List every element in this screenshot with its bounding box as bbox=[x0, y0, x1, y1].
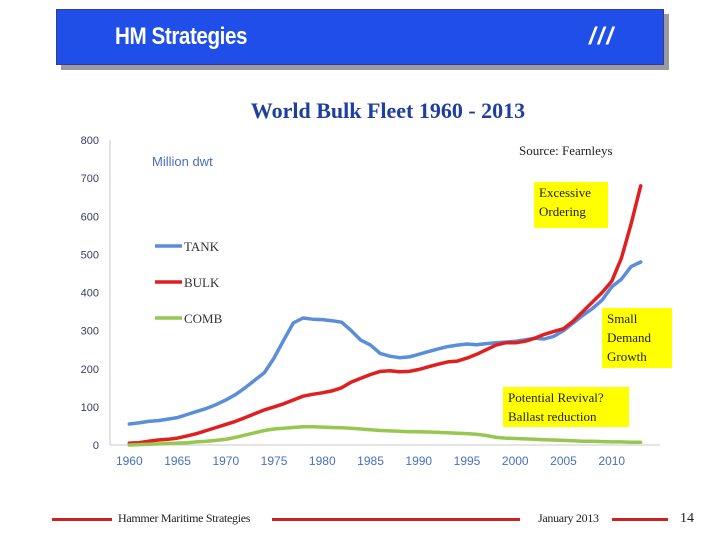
x-tick-label: 2005 bbox=[550, 454, 577, 468]
y-tick-label: 500 bbox=[81, 249, 99, 261]
y-tick-label: 100 bbox=[81, 402, 99, 414]
y-tick-label: 200 bbox=[81, 364, 99, 376]
series-line-bulk bbox=[127, 184, 643, 445]
x-tick-label: 1960 bbox=[116, 454, 143, 468]
x-tick-label: 2000 bbox=[502, 454, 529, 468]
x-tick-label: 1970 bbox=[212, 454, 239, 468]
chart-title: World Bulk Fleet 1960 - 2013 bbox=[251, 98, 525, 123]
x-tick-label: 1975 bbox=[261, 454, 288, 468]
y-tick-label: 700 bbox=[81, 173, 99, 185]
legend-label-tank: TANK bbox=[184, 239, 220, 254]
footer-rule-middle bbox=[272, 518, 520, 521]
footer-rule-right bbox=[612, 518, 668, 521]
callout-line: Growth bbox=[607, 349, 647, 364]
y-tick-label: 0 bbox=[93, 440, 99, 452]
callout-line: Excessive bbox=[539, 185, 591, 200]
x-tick-label: 1985 bbox=[357, 454, 384, 468]
x-tick-label: 1980 bbox=[309, 454, 336, 468]
callout-line: Potential Revival? bbox=[508, 390, 604, 405]
callout-line: Small bbox=[607, 311, 638, 326]
y-tick-label: 800 bbox=[81, 135, 99, 147]
x-tick-label: 1995 bbox=[454, 454, 481, 468]
excessive-ordering-callout: Excessive Ordering bbox=[534, 182, 608, 228]
header-bar: HM Strategies /// bbox=[56, 9, 664, 65]
y-tick-label: 300 bbox=[81, 326, 99, 338]
header-slash-mark: /// bbox=[589, 23, 616, 50]
footer-date: January 2013 bbox=[538, 511, 599, 525]
y-tick-label: 400 bbox=[81, 288, 99, 300]
legend-label-bulk: BULK bbox=[184, 275, 220, 290]
series-lines bbox=[127, 184, 643, 447]
x-tick-label: 2010 bbox=[598, 454, 625, 468]
footer-company: Hammer Maritime Strategies bbox=[118, 511, 251, 525]
y-axis-label: Million dwt bbox=[152, 154, 213, 169]
page-number: 14 bbox=[680, 511, 694, 526]
callout-line: Ballast reduction bbox=[508, 409, 597, 424]
y-tick-labels: 0 100 200 300 400 500 600 700 800 bbox=[81, 135, 99, 452]
header-title: HM Strategies bbox=[115, 23, 248, 50]
x-tick-label: 1990 bbox=[405, 454, 432, 468]
potential-revival-callout: Potential Revival? Ballast reduction bbox=[503, 387, 629, 427]
callout-line: Demand bbox=[607, 330, 652, 345]
x-tick-labels: 1960 1965 1970 1975 1980 1985 1990 1995 2000 2005… bbox=[116, 454, 625, 468]
footer-rule-left bbox=[52, 518, 112, 521]
series-line-tank bbox=[127, 260, 643, 426]
small-demand-growth-callout: Small Demand Growth bbox=[602, 308, 672, 368]
series-line-comb bbox=[127, 424, 643, 447]
y-tick-label: 600 bbox=[81, 211, 99, 223]
source-note: Source: Fearnleys bbox=[519, 143, 613, 158]
x-tick-label: 1965 bbox=[164, 454, 191, 468]
legend: TANK BULK COMB bbox=[155, 239, 223, 326]
callout-line: Ordering bbox=[539, 204, 586, 219]
legend-label-comb: COMB bbox=[184, 311, 223, 326]
